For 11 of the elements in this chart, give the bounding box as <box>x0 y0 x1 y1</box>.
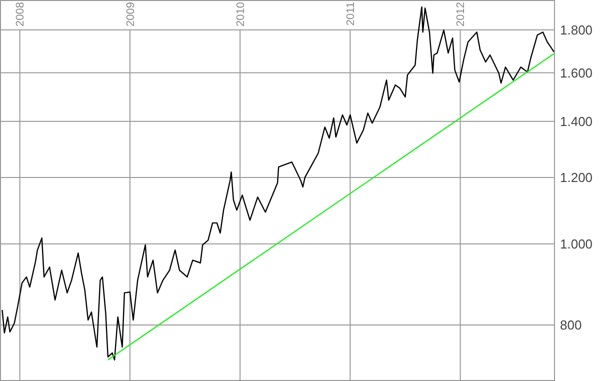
x-tick-label: 2012 <box>455 2 468 26</box>
y-tick-label: 800 <box>560 318 582 333</box>
x-tick-label: 2009 <box>124 2 137 26</box>
x-tick-label: 2010 <box>234 2 247 26</box>
y-tick-label: 1.800 <box>560 22 593 38</box>
y-tick-label: 1.000 <box>560 236 593 252</box>
y-tick-label: 1.600 <box>560 65 593 80</box>
x-tick-label: 2008 <box>14 2 27 26</box>
y-tick-label: 1.400 <box>560 114 593 129</box>
y-tick-label: 1.200 <box>560 170 593 186</box>
x-tick-label: 2011 <box>345 2 358 26</box>
